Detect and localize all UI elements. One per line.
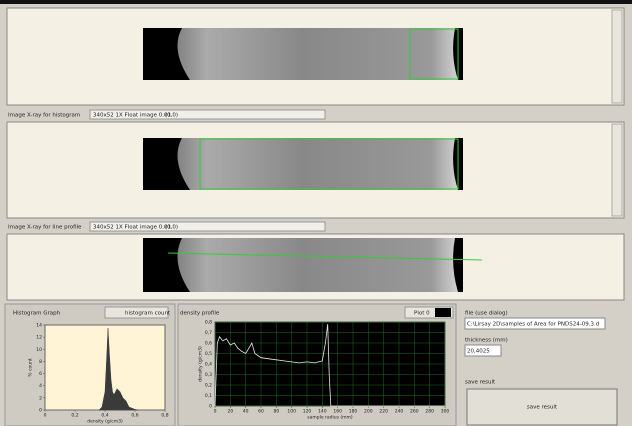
x-tick-label: 180 — [349, 409, 358, 415]
panel-label: Image X-ray for histogram — [8, 113, 80, 119]
y-tick-label: 0,5 — [205, 351, 212, 357]
top-bar — [0, 0, 632, 4]
x-tick-label: 0,6 — [131, 413, 138, 419]
xray-image — [143, 28, 463, 80]
button-label: save result — [527, 405, 558, 411]
x-tick-label: 120 — [303, 409, 312, 415]
x-tick-label: 240 — [395, 409, 404, 415]
y-tick-label: 0,2 — [205, 383, 212, 389]
y-tick-label: 0,4 — [205, 362, 212, 368]
scrollbar — [611, 123, 623, 217]
legend-box — [104, 306, 169, 319]
roi — [199, 138, 459, 190]
x-tick-label: 160 — [333, 409, 342, 415]
chart-title: density profile — [180, 311, 220, 317]
x-tick-label: 0,4 — [101, 413, 108, 419]
legend-label: histogram count — [125, 311, 171, 317]
thickness-value: 20,4025 — [467, 349, 490, 355]
xray-image — [143, 138, 463, 190]
xray-image — [143, 238, 463, 292]
field-label: file (use dialog) — [465, 311, 508, 317]
legend-icon — [435, 308, 451, 317]
y-tick-label: 0,7 — [205, 330, 212, 336]
histogram-area — [98, 327, 139, 411]
x-tick-label: 0,8 — [161, 413, 168, 419]
profile-line — [214, 324, 445, 407]
thickness-field[interactable] — [464, 344, 502, 357]
path-value: C:\Lirsay 2D\samples of Area for PNDS24-… — [467, 322, 599, 328]
x-tick-label: 200 — [364, 409, 373, 415]
legend-label: Plot 0 — [414, 311, 430, 317]
y-tick-label: 0,3 — [205, 372, 212, 378]
y-tick-label: 4 — [39, 383, 42, 389]
info-box — [89, 221, 326, 232]
x-tick-label: 0 — [44, 413, 47, 419]
x-tick-label: 20 — [227, 409, 233, 415]
x-tick-label: 80 — [273, 409, 279, 415]
x-tick-label: 300 — [441, 409, 450, 415]
field-label: save result — [465, 380, 496, 386]
y-tick-label: 0 — [39, 408, 42, 414]
x-tick-label: 100 — [287, 409, 296, 415]
x-tick-label: 40 — [243, 409, 249, 415]
panel-label: Image X-ray for line profile — [8, 225, 82, 231]
y-axis-label: % count — [28, 358, 34, 377]
y-tick-label: 8 — [39, 359, 42, 365]
y-tick-label: 0,6 — [205, 341, 212, 347]
x-tick-label: 260 — [410, 409, 419, 415]
image-coords: (0,0) — [165, 113, 178, 119]
label-bg — [7, 110, 87, 120]
y-tick-label: 0,1 — [205, 393, 212, 399]
xray-edge — [143, 238, 190, 292]
save-button[interactable] — [466, 388, 618, 426]
image-info: 340x52 1X Float image 0.01 — [93, 225, 171, 231]
x-axis-label: density (g/cm3) — [87, 419, 123, 425]
scrollbar — [611, 9, 623, 104]
x-tick-label: 280 — [425, 409, 434, 415]
roi — [409, 28, 459, 80]
y-tick-label: 0,8 — [205, 320, 212, 326]
y-tick-label: 12 — [36, 335, 42, 341]
x-axis-label: sample radius (mm) — [307, 415, 353, 421]
y-tick-label: 6 — [39, 371, 42, 377]
chart-title: Histogram Graph — [13, 311, 61, 317]
image-coords: (0,0) — [165, 225, 178, 231]
x-tick-label: 140 — [318, 409, 327, 415]
path-field[interactable] — [464, 317, 606, 330]
x-tick-label: 220 — [379, 409, 388, 415]
info-box — [89, 109, 326, 120]
y-tick-label: 14 — [36, 323, 42, 329]
field-label: thickness (mm) — [465, 338, 508, 344]
y-tick-label: 0 — [209, 404, 212, 410]
profile-line — [167, 252, 483, 261]
legend-box — [404, 306, 454, 319]
x-tick-label: 0,2 — [71, 413, 78, 419]
y-tick-label: 10 — [36, 347, 42, 353]
image-info: 340x52 1X Float image 0.01 — [93, 113, 171, 119]
xray-edge — [143, 138, 190, 190]
xray-edge — [453, 238, 463, 292]
xray-edge — [143, 28, 190, 80]
y-tick-label: 2 — [39, 395, 42, 401]
y-axis-label: density (g/cm3) — [198, 346, 204, 382]
x-tick-label: 0 — [214, 409, 217, 415]
x-tick-label: 60 — [258, 409, 264, 415]
